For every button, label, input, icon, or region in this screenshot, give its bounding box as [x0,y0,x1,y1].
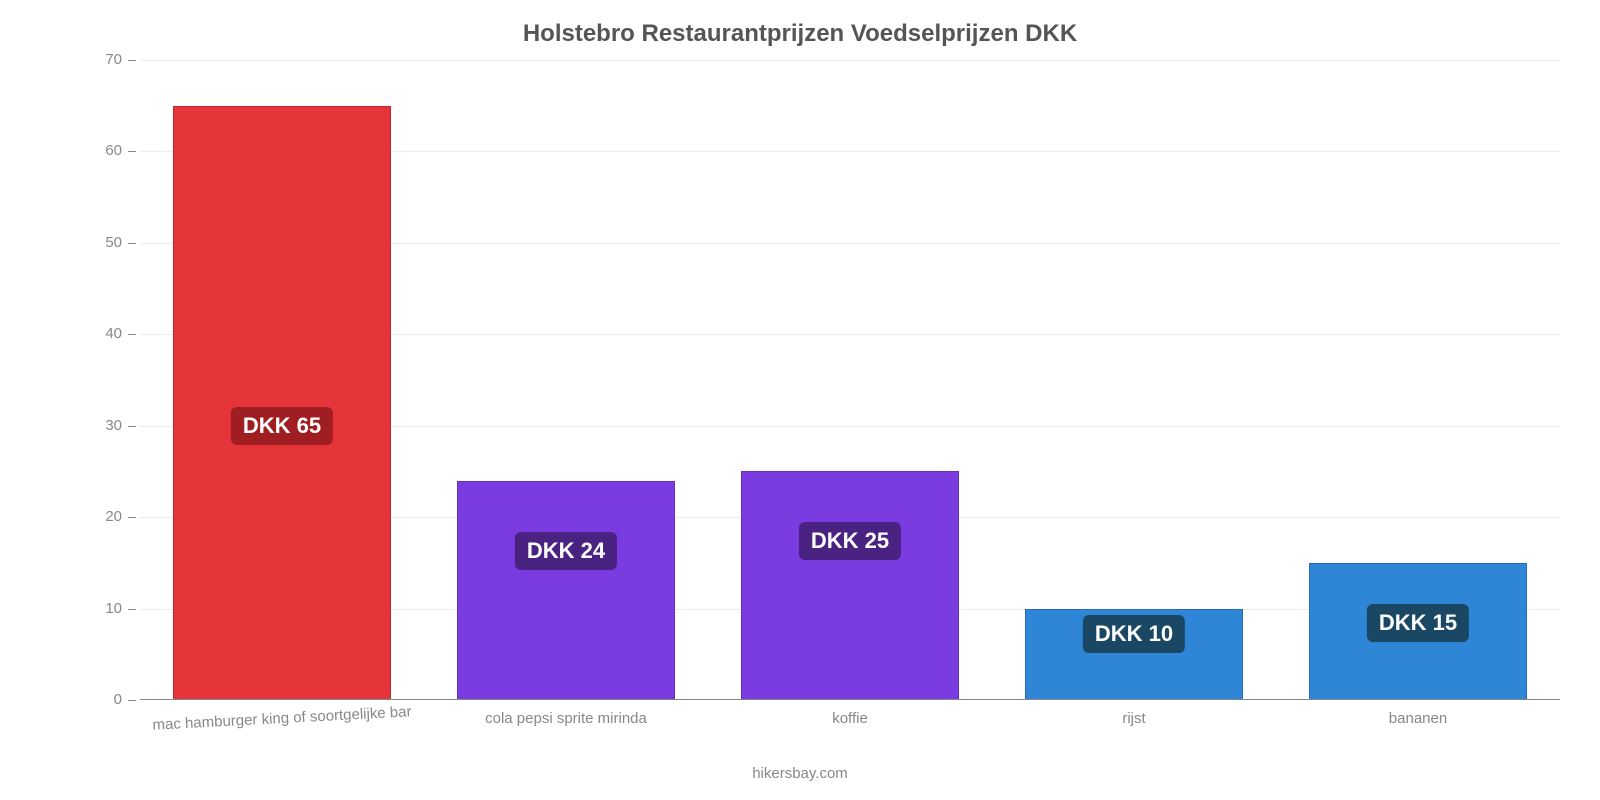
y-tick-label: 30 [105,417,122,434]
y-tick-label: 40 [105,325,122,342]
y-tick-mark [128,426,136,427]
x-axis-label: bananen [1389,710,1447,727]
y-tick-mark [128,243,136,244]
bar: DKK 25 [741,471,960,700]
y-tick-mark [128,334,136,335]
chart-container: Holstebro Restaurantprijzen Voedselprijz… [0,0,1600,800]
bar-value-label: DKK 65 [231,407,333,445]
bar: DKK 10 [1025,609,1244,700]
x-axis-label: rijst [1122,710,1145,727]
x-axis-label: koffie [832,710,868,727]
bar-value-label: DKK 10 [1083,615,1185,653]
y-tick-label: 50 [105,234,122,251]
y-tick-label: 70 [105,51,122,68]
bar-value-label: DKK 24 [515,532,617,570]
y-tick-label: 10 [105,600,122,617]
bar-value-label: DKK 15 [1367,604,1469,642]
attribution-text: hikersbay.com [0,765,1600,782]
chart-title: Holstebro Restaurantprijzen Voedselprijz… [0,20,1600,48]
bar: DKK 15 [1309,563,1528,700]
y-tick-label: 20 [105,508,122,525]
y-axis: 010203040506070 [100,60,136,700]
x-axis-label: mac hamburger king of soortgelijke bar [152,703,412,734]
y-tick-mark [128,151,136,152]
y-tick-mark [128,609,136,610]
x-axis-label: cola pepsi sprite mirinda [485,710,647,727]
y-tick-mark [128,60,136,61]
y-tick-mark [128,517,136,518]
y-tick-mark [128,700,136,701]
bars-layer: DKK 65 DKK 24 DKK 25 DKK 10 DKK 15 [140,60,1560,700]
y-tick-label: 60 [105,142,122,159]
x-axis-labels: mac hamburger king of soortgelijke bar co… [140,700,1560,740]
bar-value-label: DKK 25 [799,522,901,560]
plot-area: DKK 65 DKK 24 DKK 25 DKK 10 DKK 15 [140,60,1560,700]
y-tick-label: 0 [114,691,122,708]
bar: DKK 24 [457,481,676,700]
bar: DKK 65 [173,106,392,700]
